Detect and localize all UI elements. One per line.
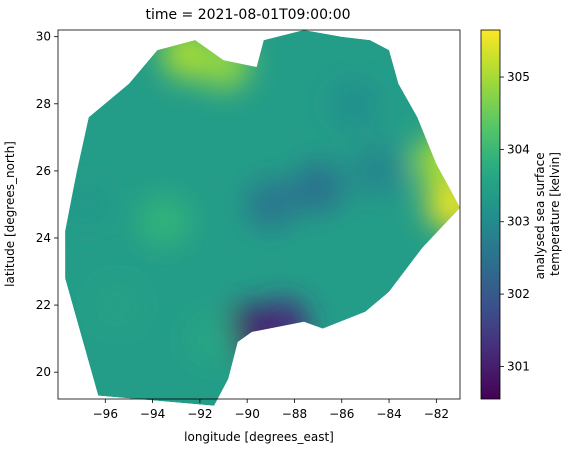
- x-axis-label: longitude [degrees_east]: [184, 430, 334, 444]
- x-tick-label: −82: [424, 407, 449, 421]
- sst-feature: [426, 178, 460, 231]
- sst-feature: [65, 178, 113, 231]
- sst-field: [65, 30, 460, 406]
- colorbar-tick-label: 301: [507, 359, 530, 373]
- colorbar: 301 302 303 304 305 analysed sea surface tem…: [480, 29, 562, 400]
- sst-feature: [185, 312, 238, 365]
- colorbar-ticks: 301 302 303 304 305: [500, 70, 530, 373]
- colorbar-tick-label: 304: [507, 142, 530, 156]
- colorbar-tick-label: 302: [507, 287, 530, 301]
- chart-title: time = 2021-08-01T09:00:00: [145, 7, 350, 23]
- colorbar-frame: [480, 29, 501, 400]
- y-tick-label: 28: [36, 97, 51, 111]
- y-tick-label: 26: [36, 164, 51, 178]
- x-tick-label: −96: [93, 407, 118, 421]
- colorbar-tick-label: 303: [507, 215, 530, 229]
- x-tick-label: −92: [187, 407, 212, 421]
- colorbar-label-line-2: temperature [kelvin]: [548, 152, 562, 276]
- y-tick-label: 20: [36, 365, 51, 379]
- x-axis-ticks: −96 −94 −92 −90 −88 −86 −84 −82: [93, 399, 449, 421]
- y-tick-label: 24: [36, 231, 51, 245]
- x-tick-label: −90: [235, 407, 260, 421]
- colorbar-label-line-1: analysed sea surface: [533, 152, 547, 279]
- sst-feature: [138, 195, 191, 248]
- colorbar-tick-label: 305: [507, 70, 530, 84]
- plot-area: −96 −94 −92 −90 −88 −86 −84 −82 20 22 24 26 28 30: [36, 29, 461, 421]
- plot-frame: [57, 29, 461, 400]
- sst-feature: [91, 279, 144, 332]
- x-tick-label: −88: [282, 407, 307, 421]
- sst-feature: [244, 178, 297, 231]
- y-tick-label: 22: [36, 298, 51, 312]
- x-tick-label: −94: [140, 407, 165, 421]
- y-axis-label: latitude [degrees_north]: [3, 141, 17, 287]
- colorbar-label: analysed sea surface temperature [kelvin…: [533, 149, 562, 280]
- x-tick-label: −84: [376, 407, 401, 421]
- y-axis-ticks: 20 22 24 26 28 30: [36, 30, 58, 379]
- sst-feature: [292, 161, 345, 214]
- y-tick-label: 30: [36, 30, 51, 44]
- sst-feature: [327, 77, 380, 130]
- x-tick-label: −86: [329, 407, 354, 421]
- colorbar-fill: [481, 30, 500, 399]
- sst-feature: [351, 144, 404, 197]
